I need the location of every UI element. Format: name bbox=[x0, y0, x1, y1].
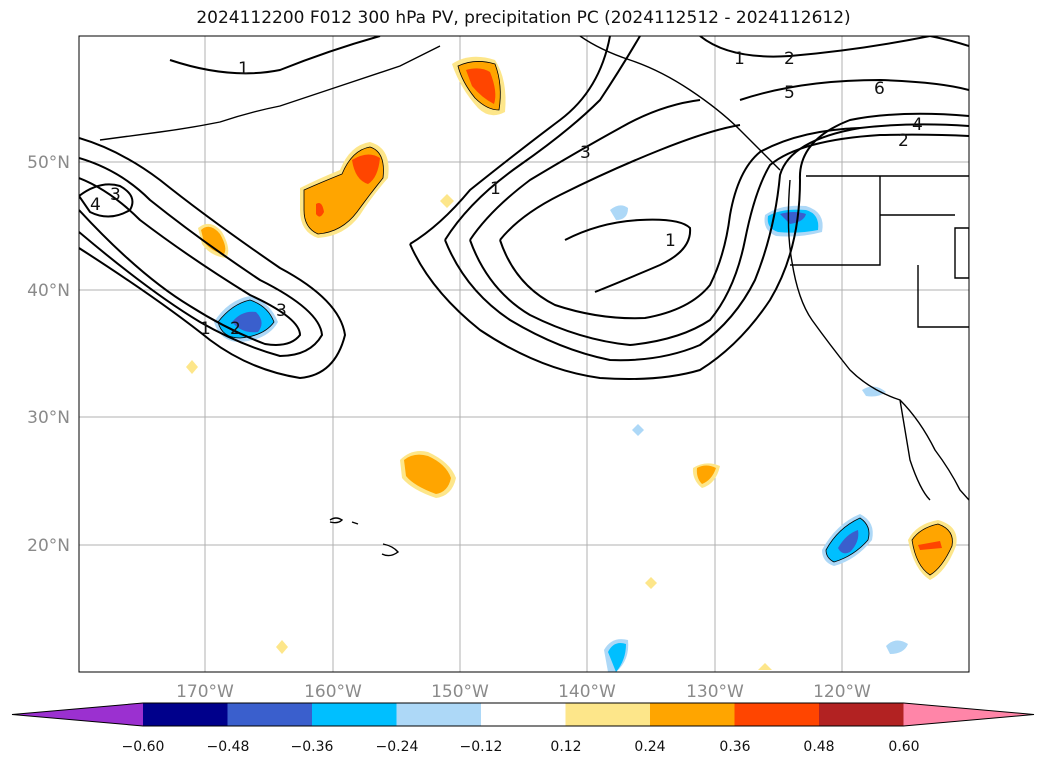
contour-label: 4 bbox=[90, 195, 101, 215]
colorbar-label: 0.48 bbox=[803, 739, 834, 755]
colorbar-segment bbox=[903, 703, 1034, 726]
contour-label: 5 bbox=[784, 83, 795, 103]
colorbar-segment bbox=[396, 703, 481, 726]
lat-tick-label: 30°N bbox=[27, 408, 70, 428]
contour-label: 2 bbox=[784, 49, 795, 69]
contour-labels: 3 4 1 2 3 1 1 3 1 1 2 5 6 4 2 bbox=[90, 49, 923, 339]
colorbar-segment bbox=[481, 703, 566, 726]
colorbar-segment bbox=[227, 703, 312, 726]
precip-shading bbox=[186, 56, 957, 672]
colorbar-labels: −0.60 −0.48 −0.36 −0.24 −0.12 0.12 0.24 … bbox=[122, 739, 920, 755]
lon-tick-label: 140°W bbox=[558, 682, 616, 702]
colorbar-label: 0.24 bbox=[634, 739, 665, 755]
map-frame bbox=[78, 35, 970, 673]
contour-label: 2 bbox=[898, 131, 909, 151]
colorbar-label: 0.60 bbox=[888, 739, 919, 755]
colorbar-label: −0.60 bbox=[122, 739, 165, 755]
lat-tick-label: 50°N bbox=[27, 153, 70, 173]
colorbar-segment bbox=[565, 703, 650, 726]
contour-label: 3 bbox=[580, 143, 591, 163]
contour-label: 1 bbox=[200, 319, 211, 339]
longitude-labels: 170°W 160°W 150°W 140°W 130°W 120°W bbox=[176, 682, 871, 702]
colorbar-label: −0.48 bbox=[207, 739, 250, 755]
lat-tick-label: 40°N bbox=[27, 281, 70, 301]
lon-tick-label: 170°W bbox=[176, 682, 234, 702]
pv-contours bbox=[79, 36, 969, 380]
contour-label: 1 bbox=[665, 231, 676, 251]
colorbar-label: −0.36 bbox=[291, 739, 334, 755]
colorbar-segment bbox=[12, 703, 143, 726]
colorbar bbox=[11, 702, 1035, 727]
contour-label: 4 bbox=[912, 115, 923, 135]
contour-label: 3 bbox=[276, 301, 287, 321]
colorbar-outline bbox=[11, 702, 1035, 727]
contour-label: 2 bbox=[230, 319, 241, 339]
lon-tick-label: 150°W bbox=[431, 682, 489, 702]
colorbar-segment bbox=[143, 703, 228, 726]
contour-label: 1 bbox=[490, 179, 501, 199]
contour-label: 1 bbox=[734, 49, 745, 69]
contour-label: 6 bbox=[874, 79, 885, 99]
contour-label: 3 bbox=[110, 185, 121, 205]
lon-tick-label: 160°W bbox=[304, 682, 362, 702]
latitude-labels: 50°N 40°N 30°N 20°N bbox=[27, 153, 70, 556]
colorbar-label: −0.24 bbox=[376, 739, 419, 755]
lon-tick-label: 130°W bbox=[686, 682, 744, 702]
colorbar-label: −0.12 bbox=[460, 739, 503, 755]
colorbar-label: 0.12 bbox=[550, 739, 581, 755]
colorbar-segment bbox=[734, 703, 819, 726]
colorbar-segment bbox=[819, 703, 904, 726]
colorbar-label: 0.36 bbox=[719, 739, 750, 755]
coastlines bbox=[99, 36, 969, 557]
colorbar-segment bbox=[650, 703, 735, 726]
contour-label: 1 bbox=[238, 59, 249, 79]
map-title: 2024112200 F012 300 hPa PV, precipitatio… bbox=[196, 8, 851, 28]
lon-tick-label: 120°W bbox=[813, 682, 871, 702]
lat-tick-label: 20°N bbox=[27, 536, 70, 556]
colorbar-segment bbox=[312, 703, 397, 726]
